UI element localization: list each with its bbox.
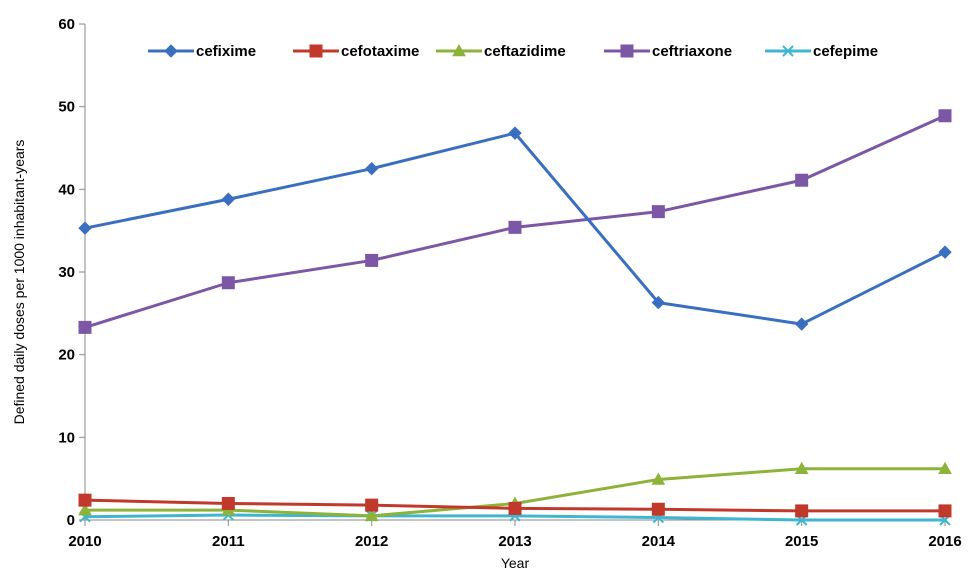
x-tick-label: 2013 (498, 533, 531, 550)
x-tick-label: 2014 (642, 533, 676, 550)
legend-item-ceftriaxone: ceftriaxone (604, 43, 732, 60)
data-point-cefixime (938, 245, 952, 259)
y-axis-ticks: 0 10 20 30 40 50 60 (58, 16, 85, 529)
y-tick-label: 10 (58, 429, 75, 446)
data-point-cefotaxime (508, 501, 522, 515)
x-tick-label: 2015 (785, 533, 818, 550)
legend-marker (164, 44, 178, 58)
data-point-cefixime (221, 192, 236, 206)
legend-label: cefixime (196, 43, 256, 60)
legend-label: ceftazidime (484, 43, 566, 60)
y-tick-label: 40 (58, 181, 75, 198)
data-point-ceftriaxone (508, 220, 522, 234)
data-point-cefotaxime (221, 496, 235, 510)
y-tick-label: 0 (67, 512, 75, 529)
x-axis-title: Year (501, 555, 530, 571)
data-point-ceftriaxone (365, 253, 379, 267)
data-point-cefixime (651, 295, 666, 310)
data-point-ceftriaxone (795, 173, 809, 187)
x-tick-label: 2010 (68, 533, 101, 550)
legend: cefixime cefotaxime ceftazidime ceftriaxone… (148, 43, 878, 60)
data-point-ceftazidime (651, 472, 666, 485)
data-point-cefotaxime (795, 504, 809, 518)
data-point-ceftazidime (364, 508, 379, 522)
x-tick-label: 2016 (928, 533, 961, 550)
legend-item-cefotaxime: cefotaxime (293, 43, 419, 60)
legend-item-ceftazidime: ceftazidime (436, 43, 566, 60)
series-cefixime (78, 126, 952, 331)
legend-item-cefixime: cefixime (148, 43, 256, 60)
y-tick-label: 30 (58, 264, 75, 281)
legend-item-cefepime: cefepime (765, 43, 878, 60)
legend-marker (452, 43, 466, 57)
y-axis-title: Defined daily doses per 1000 inhabitant-… (11, 140, 27, 425)
data-point-cefixime (364, 161, 379, 176)
data-point-ceftazidime (78, 503, 92, 516)
legend-label: cefotaxime (341, 43, 419, 60)
x-axis-ticks: 2010 2011 2012 2013 2014 2015 2016 (68, 520, 962, 550)
series-ceftriaxone (78, 109, 952, 334)
series-cefotaxime (78, 493, 952, 518)
data-point-cefotaxime (78, 493, 92, 507)
legend-label: ceftriaxone (652, 43, 732, 60)
y-tick-label: 60 (58, 16, 75, 33)
data-point-ceftriaxone (651, 205, 665, 219)
data-point-cefotaxime (938, 504, 952, 518)
legend-label: cefepime (813, 43, 878, 60)
data-point-cefotaxime (651, 502, 665, 516)
data-point-ceftriaxone (938, 109, 952, 123)
legend-marker (309, 44, 323, 58)
data-point-ceftazidime (794, 461, 809, 475)
series-layer (78, 109, 952, 526)
data-point-cefixime (508, 126, 522, 140)
legend-marker (782, 45, 794, 57)
data-point-cefotaxime (365, 498, 379, 512)
x-tick-label: 2011 (212, 533, 245, 550)
y-tick-label: 50 (58, 99, 75, 116)
data-point-ceftazidime (938, 461, 952, 475)
data-point-cefixime (794, 317, 809, 331)
data-point-ceftriaxone (78, 320, 92, 334)
data-point-ceftriaxone (221, 276, 235, 290)
y-tick-label: 20 (58, 347, 75, 364)
legend-marker (620, 44, 634, 58)
data-point-cefixime (78, 221, 92, 235)
x-tick-label: 2012 (355, 533, 388, 550)
